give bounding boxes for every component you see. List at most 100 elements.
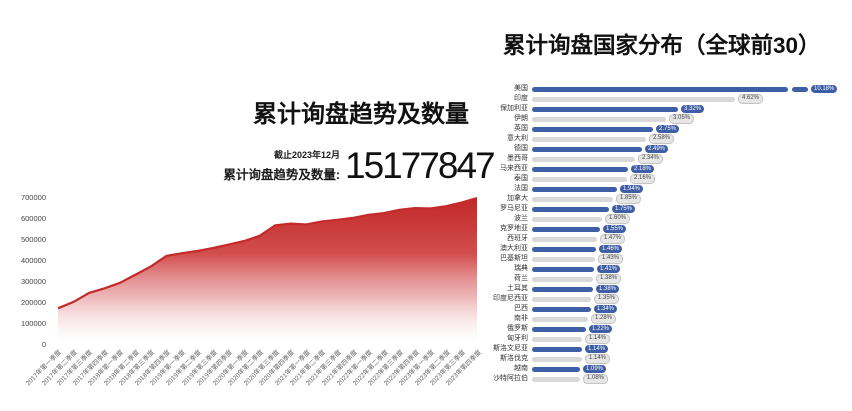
bar-fill — [532, 146, 642, 152]
bar-row: 澳大利亚 1.46% — [490, 244, 850, 254]
country-label: 墨西哥 — [507, 155, 528, 162]
bar-row: 罗马尼亚 1.75% — [490, 204, 850, 214]
bar-fill — [532, 196, 613, 202]
country-label: 泰国 — [514, 175, 528, 182]
bar-value-pill: 1.43% — [598, 254, 624, 264]
bar-row: 俄罗斯 1.22% — [490, 324, 850, 334]
bar-value-pill: 1.41% — [597, 265, 621, 273]
bar-track: 1.08% — [532, 374, 850, 384]
bar-row: 荷兰 1.38% — [490, 274, 850, 284]
bar-track: 1.47% — [532, 234, 850, 244]
bar-value-pill: 1.34% — [594, 305, 618, 313]
country-label: 加拿大 — [507, 195, 528, 202]
bar-value-pill: 10.18% — [811, 85, 838, 93]
bar-track: 1.94% — [532, 185, 850, 193]
country-label: 西班牙 — [507, 235, 528, 242]
bar-track: 2.49% — [532, 145, 850, 153]
bar-row: 加拿大 1.85% — [490, 194, 850, 204]
country-label: 斯洛伐克 — [500, 355, 528, 362]
country-label: 瑞典 — [514, 265, 528, 272]
bar-value-pill: 1.38% — [596, 285, 620, 293]
country-label: 匈牙利 — [507, 335, 528, 342]
country-label: 南非 — [514, 315, 528, 322]
bar-track: 1.14% — [532, 345, 850, 353]
bar-track: 4.62% — [532, 94, 850, 104]
bar-fill — [532, 296, 591, 302]
bar-row: 越南 1.09% — [490, 364, 850, 374]
bar-track: 1.34% — [532, 305, 850, 313]
bar-track: 2.16% — [532, 174, 850, 184]
bar-value-pill: 1.28% — [591, 314, 617, 324]
bar-fill — [532, 96, 735, 102]
bar-track: 1.43% — [532, 254, 850, 264]
bar-fill — [532, 346, 582, 352]
bar-value-pill: 1.46% — [599, 245, 623, 253]
trend-area-plot — [57, 196, 478, 345]
area-fill — [58, 198, 477, 345]
bar-value-pill: 2.58% — [649, 134, 675, 144]
bar-row: 伊朗 3.05% — [490, 114, 850, 124]
bar-row: 泰国 2.16% — [490, 174, 850, 184]
bar-row: 墨西哥 2.34% — [490, 154, 850, 164]
bar-row: 印度 4.62% — [490, 94, 850, 104]
bar-track: 10.18% — [532, 85, 850, 93]
bar-track: 1.41% — [532, 265, 850, 273]
country-label: 英国 — [514, 125, 528, 132]
total-inquiries-value: 15177847 — [345, 145, 496, 187]
bar-value-pill: 4.62% — [738, 94, 764, 104]
bar-fill — [532, 156, 635, 162]
bar-value-pill: 1.09% — [583, 365, 607, 373]
country-label: 马来西亚 — [500, 165, 528, 172]
bar-fill — [532, 326, 586, 332]
bar-value-pill: 1.60% — [605, 214, 631, 224]
country-label: 波兰 — [514, 215, 528, 222]
bar-track: 1.46% — [532, 245, 850, 253]
bar-track: 3.05% — [532, 114, 850, 124]
bar-row: 马来西亚 2.18% — [490, 164, 850, 174]
country-label: 澳大利亚 — [500, 245, 528, 252]
country-label: 土耳其 — [507, 285, 528, 292]
y-axis-tick: 500000 — [20, 235, 46, 244]
bar-fill — [532, 206, 609, 212]
country-label: 斯洛文尼亚 — [493, 345, 528, 352]
bar-value-pill: 1.08% — [583, 374, 609, 384]
bar-row: 保加利亚 3.32% — [490, 104, 850, 114]
bar-track: 1.22% — [532, 325, 850, 333]
y-axis-tick: 600000 — [20, 214, 46, 223]
bar-row: 印度尼西亚 1.35% — [490, 294, 850, 304]
bar-value-pill: 1.55% — [603, 225, 627, 233]
country-label: 印度 — [514, 95, 528, 102]
bar-value-pill: 1.85% — [616, 194, 642, 204]
bar-value-pill: 1.14% — [585, 354, 611, 364]
country-bars: 美国 10.18% 印度 4.62% 保加利亚 3.32% 伊朗 3.05% 英国 2.75% 意大… — [490, 84, 850, 384]
country-label: 法国 — [514, 185, 528, 192]
bar-track: 1.38% — [532, 274, 850, 284]
bar-row: 瑞典 1.41% — [490, 264, 850, 274]
bar-fill — [532, 286, 593, 292]
bar-value-pill: 2.75% — [656, 125, 680, 133]
bar-value-pill: 2.49% — [645, 145, 669, 153]
bar-row: 沙特阿拉伯 1.08% — [490, 374, 850, 384]
country-label: 荷兰 — [514, 275, 528, 282]
bar-fill — [532, 126, 653, 132]
bar-track: 2.18% — [532, 165, 850, 173]
trend-chart-title: 累计询盘趋势及数量 — [253, 101, 469, 128]
bar-track: 1.09% — [532, 365, 850, 373]
bar-fill — [532, 106, 678, 112]
bar-row: 南非 1.28% — [490, 314, 850, 324]
bar-row: 西班牙 1.47% — [490, 234, 850, 244]
bar-value-pill: 3.05% — [669, 114, 695, 124]
bar-fill — [532, 176, 627, 182]
y-axis-tick: 100000 — [20, 319, 46, 328]
trend-total-stat: 截止2023年12月 累计询盘趋势及数量: 15177847 — [172, 145, 496, 187]
stat-labels: 截止2023年12月 累计询盘趋势及数量: — [172, 148, 340, 183]
y-axis-tick: 200000 — [20, 298, 46, 307]
y-axis-tick: 400000 — [20, 256, 46, 265]
y-axis-tick: 700000 — [20, 193, 46, 202]
bar-value-pill: 1.35% — [594, 294, 620, 304]
country-label: 美国 — [514, 85, 528, 92]
bar-row: 法国 1.94% — [490, 184, 850, 194]
bar-track: 1.14% — [532, 354, 850, 364]
